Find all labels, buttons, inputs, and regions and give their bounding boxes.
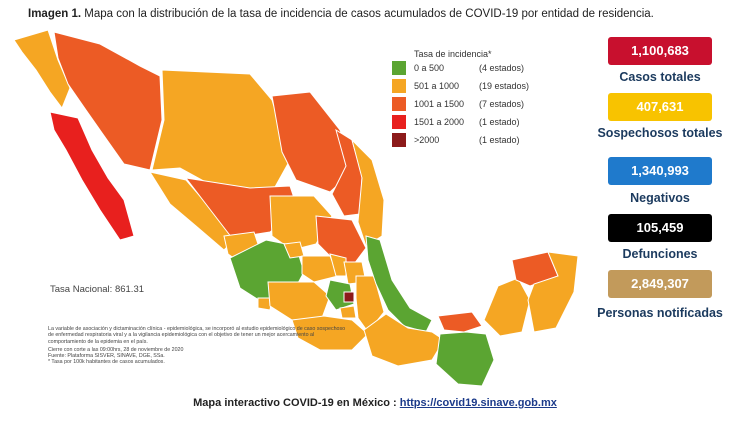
legend-item: 1501 a 2000 (1 estado) — [392, 115, 552, 131]
stat-box-defunciones: 105,459 — [608, 214, 712, 242]
legend-item: >2000 (1 estado) — [392, 133, 552, 149]
state-guerrero — [291, 315, 369, 351]
stat-label-personas-notificadas: Personas notificadas — [597, 306, 723, 320]
state-guanajuato — [301, 255, 339, 283]
legend-range: 0 a 500 — [414, 63, 445, 73]
note-cutoff: Cierre con corte a las 09:00hrs, 28 de n… — [48, 346, 184, 353]
page-title: Imagen 1. Mapa con la distribución de la… — [28, 8, 728, 20]
stat-box-casos-totales: 1,100,683 — [608, 37, 712, 65]
legend-item: 501 a 1000 (19 estados) — [392, 79, 552, 95]
state-colima — [257, 297, 273, 311]
title-prefix: Imagen 1. — [28, 8, 82, 20]
stat-box-personas-notificadas: 2,849,307 — [608, 270, 712, 298]
state-morelos — [339, 305, 357, 319]
state-baja-california — [13, 29, 71, 110]
legend-range: 1501 a 2000 — [414, 117, 465, 127]
legend-swatch-dark-red — [392, 133, 406, 147]
stat-label-casos-totales: Casos totales — [619, 70, 701, 84]
state-sonora — [53, 31, 163, 171]
state-zacatecas — [269, 195, 333, 251]
legend-range: >2000 — [414, 135, 440, 145]
legend-item: 1001 a 1500 (7 estados) — [392, 97, 552, 113]
legend-count: (1 estado) — [479, 135, 520, 145]
legend-count: (7 estados) — [479, 99, 525, 109]
state-queretaro — [329, 253, 347, 277]
note-footnote: * Tasa por 100k habitantes de casos acum… — [48, 359, 165, 366]
state-quintana-roo — [527, 251, 579, 333]
stat-label-sospechosos: Sospechosos totales — [597, 126, 723, 140]
legend-item: 0 a 500 (4 estados) — [392, 61, 552, 77]
note-methodology: La variable de asociación y dictaminació… — [48, 326, 346, 345]
stat-label-negativos: Negativos — [630, 191, 690, 205]
footer: Mapa interactivo COVID-19 en México : ht… — [0, 397, 750, 409]
legend-title: Tasa de incidencia* — [414, 49, 492, 59]
legend-range: 1001 a 1500 — [414, 99, 465, 109]
national-rate: Tasa Nacional: 861.31 — [50, 284, 145, 295]
legend-swatch-yellow-orange — [392, 79, 406, 93]
legend-count: (4 estados) — [479, 63, 525, 73]
state-tabasco — [437, 311, 483, 333]
legend-swatch-green — [392, 61, 406, 75]
legend-count: (1 estado) — [479, 117, 520, 127]
legend-count: (19 estados) — [479, 81, 530, 91]
legend-range: 501 a 1000 — [414, 81, 460, 91]
title-text: Mapa con la distribución de la tasa de i… — [84, 8, 654, 20]
state-chiapas — [435, 331, 495, 387]
stat-label-defunciones: Defunciones — [622, 247, 698, 261]
legend-swatch-orange-red — [392, 97, 406, 111]
stat-box-negativos: 1,340,993 — [608, 157, 712, 185]
footer-text: Mapa interactivo COVID-19 en México : — [193, 397, 397, 409]
state-michoacan — [267, 281, 331, 321]
stat-box-sospechosos: 407,631 — [608, 93, 712, 121]
state-campeche — [483, 277, 531, 337]
state-ciudad-de-mexico — [343, 291, 355, 303]
note-source: Fuente: Plataforma SISVER, SINAVE, DGE, … — [48, 353, 165, 360]
covid-map-link[interactable]: https://covid19.sinave.gob.mx — [399, 397, 557, 409]
methodology-notes: La variable de asociación y dictaminació… — [48, 326, 348, 366]
mexico-incidence-map — [13, 29, 579, 387]
legend-swatch-red — [392, 115, 406, 129]
state-baja-california-sur — [49, 111, 135, 241]
